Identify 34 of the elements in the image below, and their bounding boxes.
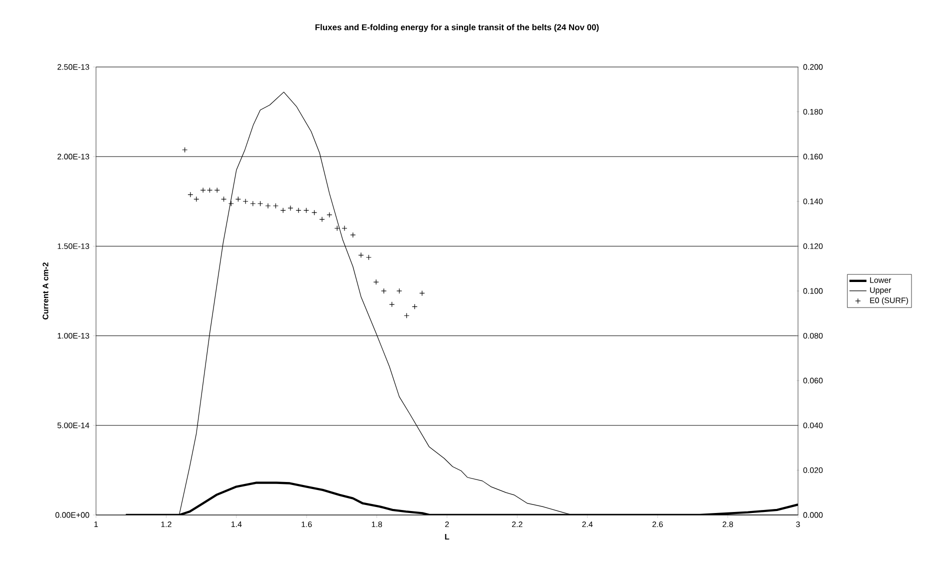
chart-title: Fluxes and E-folding energy for a single transit of the belts (24 Nov 00): [315, 24, 599, 32]
point: [182, 147, 188, 153]
point: [373, 279, 379, 285]
point: [228, 200, 234, 206]
point: [350, 232, 356, 238]
point: [296, 208, 302, 214]
point: [280, 208, 286, 214]
point: [214, 187, 220, 193]
point: [250, 200, 256, 206]
point: [319, 216, 325, 222]
point: [389, 302, 395, 308]
point: [235, 196, 241, 202]
point: [288, 205, 294, 211]
point: [419, 290, 425, 296]
point: [342, 225, 348, 232]
point: [404, 312, 410, 318]
point: [206, 187, 213, 193]
point: [366, 254, 372, 260]
point: [303, 208, 310, 214]
point: [272, 203, 279, 209]
point: [220, 196, 227, 202]
point: [312, 210, 318, 216]
point: [188, 192, 194, 198]
point: [265, 203, 271, 209]
point: [200, 187, 206, 193]
point: [381, 288, 387, 294]
point: [242, 198, 248, 204]
point: [412, 304, 418, 310]
point: [326, 212, 332, 218]
point: [194, 196, 200, 202]
point: [358, 252, 364, 258]
point: [334, 225, 340, 232]
point: [257, 200, 264, 206]
point: [396, 288, 402, 294]
